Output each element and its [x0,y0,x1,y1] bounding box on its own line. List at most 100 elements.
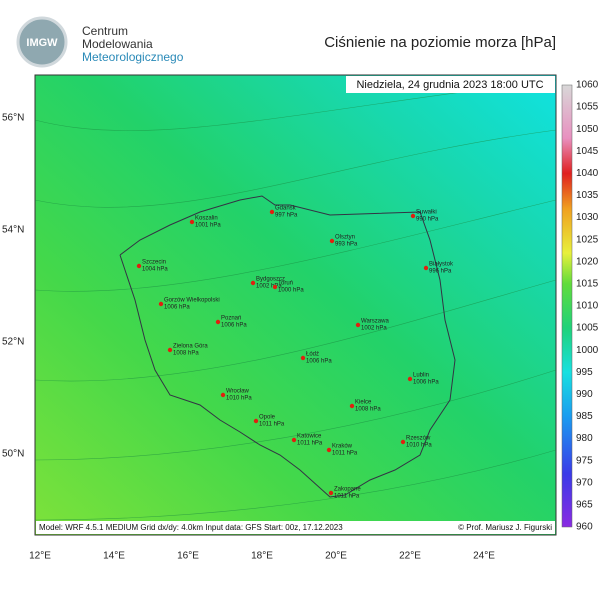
title: Ciśnienie na poziomie morza [hPa] [324,34,556,51]
colorbar-label: 1005 [576,323,599,334]
city-pressure: 1006 hPa [413,380,439,386]
city-pressure: 1008 hPa [355,407,381,413]
city-marker [355,322,361,328]
org-line: Centrum [82,24,128,38]
lon-label: 12°E [29,551,51,562]
city-pressure: 997 hPa [275,213,298,219]
lon-label: 24°E [473,551,495,562]
city-name: Lublin [413,373,429,379]
city-pressure: 1006 hPa [306,359,332,365]
city-name: Białystok [429,262,454,268]
colorbar-label: 965 [576,500,593,511]
city-marker [253,418,259,424]
datetime-box [346,76,555,93]
colorbar-label: 990 [576,389,593,400]
city-pressure: 1006 hPa [164,305,190,311]
city-name: Szczecin [142,260,166,266]
city-marker [300,355,306,361]
org-line: Modelowania [82,37,153,51]
city-marker [167,347,173,353]
lat-label: 52°N [2,337,24,348]
city-marker [326,447,332,453]
colorbar-label: 1045 [576,146,599,157]
city-name: Kraków [332,444,353,450]
city-name: Gorzów Wielkopolski [164,298,220,304]
lat-label: 50°N [2,449,24,460]
city-marker [189,219,195,225]
city-name: Warszawa [361,319,389,325]
city-marker [329,238,335,244]
city-pressure: 1011 hPa [332,451,358,457]
city-marker [423,265,429,271]
lon-label: 22°E [399,551,421,562]
colorbar-label: 960 [576,522,593,533]
city-marker [136,263,142,269]
colorbar-label: 1020 [576,256,599,267]
colorbar-label: 1050 [576,124,599,135]
city-name: Katowice [297,434,322,440]
colorbar-label: 1030 [576,212,599,223]
colorbar-label: 980 [576,433,593,444]
colorbar-label: 995 [576,367,593,378]
logo-text: IMGW [26,37,58,49]
colorbar-label: 1010 [576,301,599,312]
city-pressure: 1002 hPa [361,326,387,332]
colorbar-label: 1035 [576,190,599,201]
city-marker [220,392,226,398]
colorbar-label: 985 [576,411,593,422]
city-pressure: 1001 hPa [195,223,221,229]
city-name: Zielona Góra [173,344,208,350]
city-pressure: 996 hPa [429,269,452,275]
colorbar-label: 1015 [576,279,599,290]
city-pressure: 1006 hPa [221,323,247,329]
lat-label: 54°N [2,225,24,236]
lon-label: 18°E [251,551,273,562]
colorbar-label: 1055 [576,102,599,113]
city-pressure: 1011 hPa [334,494,360,500]
city-pressure: 993 hPa [335,242,358,248]
logo [16,16,68,68]
colorbar-label: 970 [576,477,593,488]
colorbar-label: 1040 [576,168,599,179]
city-name: Rzeszów [406,436,431,442]
city-pressure: 1011 hPa [297,441,323,447]
city-name: Kielce [355,400,372,406]
colorbar-label: 975 [576,455,593,466]
city-pressure: 1010 hPa [406,443,432,449]
colorbar-label: 1000 [576,345,599,356]
city-pressure: 1008 hPa [173,351,199,357]
lon-label: 16°E [177,551,199,562]
city-marker [328,490,334,496]
city-pressure: 1004 hPa [142,267,168,273]
city-marker [349,403,355,409]
lat-label: 56°N [2,113,24,124]
city-marker [291,437,297,443]
city-marker [215,319,221,325]
city-name: Koszalin [195,216,218,222]
country-border [119,195,456,498]
city-name: Łódź [306,352,319,358]
city-marker [250,280,256,286]
city-marker [400,439,406,445]
city-name: Bydgoszcz [256,277,285,283]
colorbar-label: 1025 [576,234,599,245]
city-pressure: 1000 hPa [278,288,304,294]
credit: © Prof. Mariusz J. Figurski [458,523,552,532]
lon-label: 20°E [325,551,347,562]
datetime: Niedziela, 24 grudnia 2023 18:00 UTC [356,79,543,91]
city-marker [158,301,164,307]
city-pressure: 1011 hPa [259,422,285,428]
colorbar [561,84,573,528]
city-pressure: 990 hPa [416,217,439,223]
city-name: Suwałki [416,210,437,216]
city-name: Gdańsk [275,206,297,212]
city-marker [269,209,275,215]
city-marker [407,376,413,382]
city-pressure: 1010 hPa [226,396,252,402]
city-name: Poznań [221,316,241,322]
city-marker [272,284,278,290]
city-pressure: 1002 hPa [256,284,282,290]
city-name: Olsztyn [335,235,355,241]
org-line: Meteorologicznego [82,50,184,64]
